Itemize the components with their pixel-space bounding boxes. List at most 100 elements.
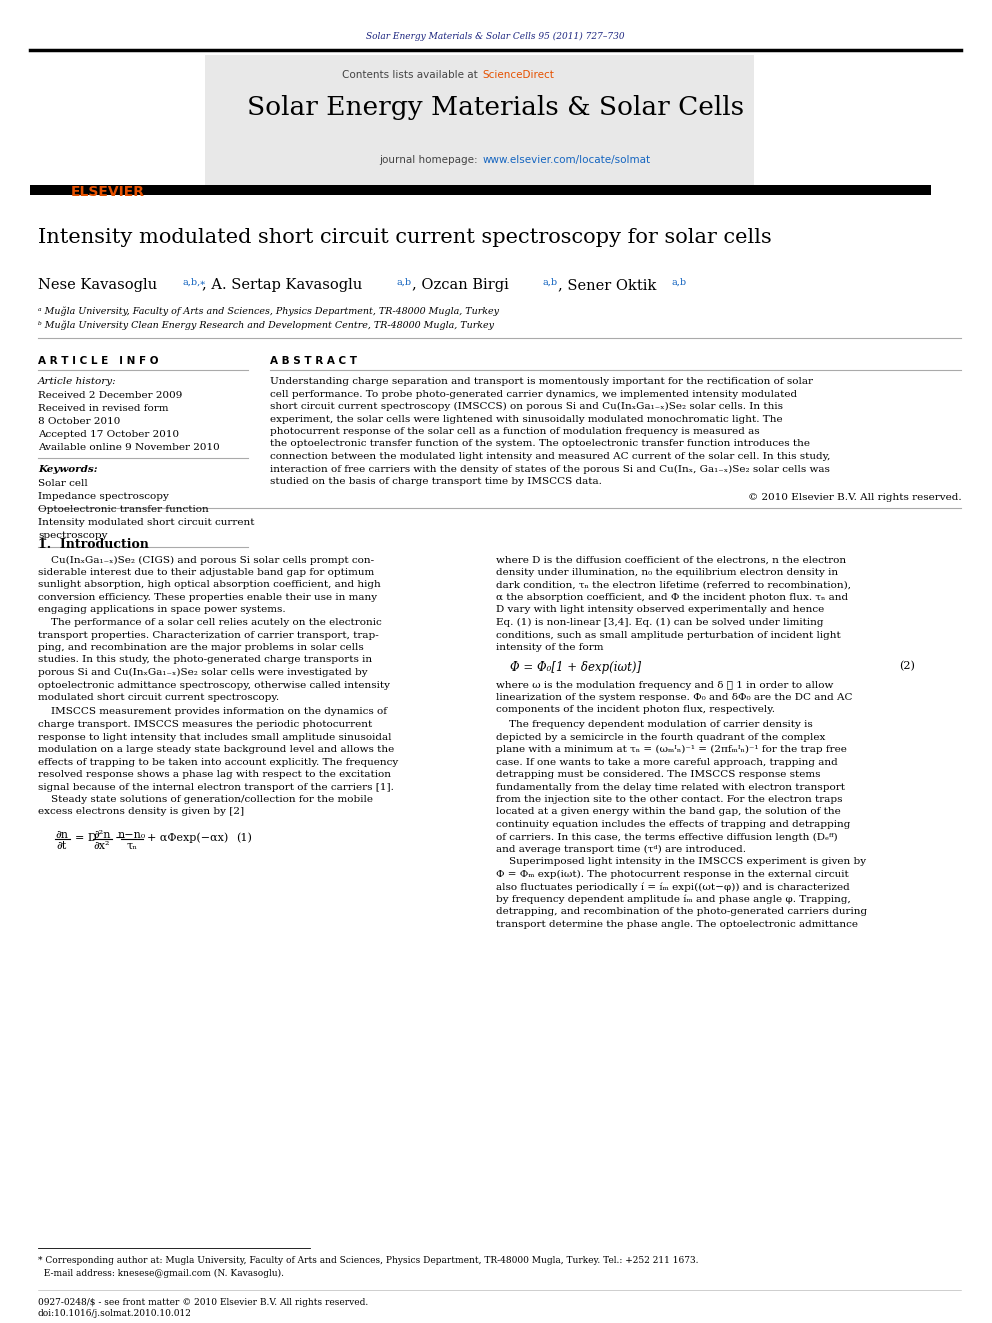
Text: plane with a minimum at τₙ = (ωₘᴵₙ)⁻¹ = (2πfₘᴵₙ)⁻¹ for the trap free: plane with a minimum at τₙ = (ωₘᴵₙ)⁻¹ = … xyxy=(496,745,846,754)
Text: , Ozcan Birgi: , Ozcan Birgi xyxy=(412,278,509,292)
Text: ∂t: ∂t xyxy=(57,841,67,851)
Text: * Corresponding author at: Mugla University, Faculty of Arts and Sciences, Physi: * Corresponding author at: Mugla Univers… xyxy=(38,1256,698,1265)
Text: , Sener Oktik: , Sener Oktik xyxy=(558,278,656,292)
Text: density under illumination, n₀ the equilibrium electron density in: density under illumination, n₀ the equil… xyxy=(496,568,837,577)
Text: fundamentally from the delay time related with electron transport: fundamentally from the delay time relate… xyxy=(496,782,844,791)
Text: located at a given energy within the band gap, the solution of the: located at a given energy within the ban… xyxy=(496,807,840,816)
Text: The frequency dependent modulation of carrier density is: The frequency dependent modulation of ca… xyxy=(496,720,812,729)
Text: Solar cell: Solar cell xyxy=(38,479,87,488)
Text: the optoelectronic transfer function of the system. The optoelectronic transfer : the optoelectronic transfer function of … xyxy=(270,439,809,448)
FancyBboxPatch shape xyxy=(30,185,931,194)
Text: −: − xyxy=(115,831,125,844)
Text: cell performance. To probe photo-generated carrier dynamics, we implemented inte: cell performance. To probe photo-generat… xyxy=(270,389,797,398)
Text: dark condition, τₙ the electron lifetime (referred to recombination),: dark condition, τₙ the electron lifetime… xyxy=(496,581,850,590)
Text: Intensity modulated short circuit current: Intensity modulated short circuit curren… xyxy=(38,519,255,527)
Text: a,b: a,b xyxy=(543,278,558,287)
Text: porous Si and Cu(InₓGa₁₋ₓ)Se₂ solar cells were investigated by: porous Si and Cu(InₓGa₁₋ₓ)Se₂ solar cell… xyxy=(38,668,368,677)
Text: of carriers. In this case, the terms effective diffusion length (Dₑᶠᶠ): of carriers. In this case, the terms eff… xyxy=(496,832,837,841)
Text: Impedance spectroscopy: Impedance spectroscopy xyxy=(38,492,169,501)
Text: response to light intensity that includes small amplitude sinusoidal: response to light intensity that include… xyxy=(38,733,392,741)
Text: ᵃ Muğla University, Faculty of Arts and Sciences, Physics Department, TR-48000 M: ᵃ Muğla University, Faculty of Arts and … xyxy=(38,307,499,316)
Text: ᵇ Muğla University Clean Energy Research and Development Centre, TR-48000 Mugla,: ᵇ Muğla University Clean Energy Research… xyxy=(38,320,494,329)
Text: experiment, the solar cells were lightened with sinusoidally modulated monochrom: experiment, the solar cells were lighten… xyxy=(270,414,783,423)
Text: modulation on a large steady state background level and allows the: modulation on a large steady state backg… xyxy=(38,745,394,754)
Text: ∂²n: ∂²n xyxy=(93,830,111,840)
Text: charge transport. IMSCCS measures the periodic photocurrent: charge transport. IMSCCS measures the pe… xyxy=(38,720,372,729)
Text: where D is the diffusion coefficient of the electrons, n the electron: where D is the diffusion coefficient of … xyxy=(496,556,846,565)
Text: α the absorption coefficient, and Φ the incident photon flux. τₙ and: α the absorption coefficient, and Φ the … xyxy=(496,593,848,602)
Text: signal because of the internal electron transport of the carriers [1].: signal because of the internal electron … xyxy=(38,782,394,791)
Text: Contents lists available at: Contents lists available at xyxy=(341,70,481,79)
Text: and average transport time (τᵈ) are introduced.: and average transport time (τᵈ) are intr… xyxy=(496,845,746,855)
Text: a,b: a,b xyxy=(397,278,412,287)
Text: E-mail address: knesese@gmail.com (N. Kavasoglu).: E-mail address: knesese@gmail.com (N. Ka… xyxy=(38,1269,284,1278)
Text: 8 October 2010: 8 October 2010 xyxy=(38,417,120,426)
Text: continuity equation includes the effects of trapping and detrapping: continuity equation includes the effects… xyxy=(496,820,850,830)
Text: (1): (1) xyxy=(236,833,252,843)
Text: D vary with light intensity observed experimentally and hence: D vary with light intensity observed exp… xyxy=(496,606,823,614)
Text: short circuit current spectroscopy (IMSCCS) on porous Si and Cu(InₓGa₁₋ₓ)Se₂ sol: short circuit current spectroscopy (IMSC… xyxy=(270,402,783,411)
Text: intensity of the form: intensity of the form xyxy=(496,643,603,652)
Text: τₙ: τₙ xyxy=(126,841,138,851)
Text: also fluctuates periodically í = íₘ expi((ωt−φ)) and is characterized: also fluctuates periodically í = íₘ expi… xyxy=(496,882,849,892)
Text: © 2010 Elsevier B.V. All rights reserved.: © 2010 Elsevier B.V. All rights reserved… xyxy=(748,493,961,503)
Text: case. If one wants to take a more careful approach, trapping and: case. If one wants to take a more carefu… xyxy=(496,758,837,766)
Text: , A. Sertap Kavasoglu: , A. Sertap Kavasoglu xyxy=(201,278,362,292)
Text: Φ = Φₘ exp(iωt). The photocurrent response in the external circuit: Φ = Φₘ exp(iωt). The photocurrent respon… xyxy=(496,871,848,878)
Text: engaging applications in space power systems.: engaging applications in space power sys… xyxy=(38,606,286,614)
Text: The performance of a solar cell relies acutely on the electronic: The performance of a solar cell relies a… xyxy=(38,618,382,627)
Text: conditions, such as small amplitude perturbation of incident light: conditions, such as small amplitude pert… xyxy=(496,631,840,639)
FancyBboxPatch shape xyxy=(204,56,754,185)
Text: detrapping, and recombination of the photo-generated carriers during: detrapping, and recombination of the pho… xyxy=(496,908,867,917)
Text: Nese Kavasoglu: Nese Kavasoglu xyxy=(38,278,157,292)
Text: linearization of the system response. Φ₀ and δΦ₀ are the DC and AC: linearization of the system response. Φ₀… xyxy=(496,693,852,703)
Text: excess electrons density is given by [2]: excess electrons density is given by [2] xyxy=(38,807,244,816)
Text: Keywords:: Keywords: xyxy=(38,464,97,474)
Text: where ω is the modulation frequency and δ ≪ 1 in order to allow: where ω is the modulation frequency and … xyxy=(496,680,833,689)
Text: a,b,⁎: a,b,⁎ xyxy=(183,278,206,287)
Text: Solar Energy Materials & Solar Cells: Solar Energy Materials & Solar Cells xyxy=(247,95,744,120)
Text: ∂n: ∂n xyxy=(56,830,68,840)
Text: n−n₀: n−n₀ xyxy=(118,830,146,840)
Text: studies. In this study, the photo-generated charge transports in: studies. In this study, the photo-genera… xyxy=(38,655,372,664)
Text: ∂x²: ∂x² xyxy=(93,841,110,851)
Text: Solar Energy Materials & Solar Cells 95 (2011) 727–730: Solar Energy Materials & Solar Cells 95 … xyxy=(366,32,625,41)
Text: Understanding charge separation and transport is momentously important for the r: Understanding charge separation and tran… xyxy=(270,377,812,386)
Text: Φ = Φ₀[1 + δexp(iωt)]: Φ = Φ₀[1 + δexp(iωt)] xyxy=(510,660,641,673)
Text: a,b: a,b xyxy=(672,278,686,287)
Text: Intensity modulated short circuit current spectroscopy for solar cells: Intensity modulated short circuit curren… xyxy=(38,228,772,247)
Text: Article history:: Article history: xyxy=(38,377,117,386)
Text: sunlight absorption, high optical absorption coefficient, and high: sunlight absorption, high optical absorp… xyxy=(38,581,381,590)
Text: Received in revised form: Received in revised form xyxy=(38,404,169,413)
Text: A R T I C L E   I N F O: A R T I C L E I N F O xyxy=(38,356,159,366)
Text: + αΦexp(−αx): + αΦexp(−αx) xyxy=(147,832,228,843)
Text: interaction of free carriers with the density of states of the porous Si and Cu(: interaction of free carriers with the de… xyxy=(270,464,829,474)
Text: journal homepage:: journal homepage: xyxy=(379,155,481,165)
Text: IMSCCS measurement provides information on the dynamics of: IMSCCS measurement provides information … xyxy=(38,708,387,717)
Text: transport determine the phase angle. The optoelectronic admittance: transport determine the phase angle. The… xyxy=(496,919,858,929)
Text: doi:10.1016/j.solmat.2010.10.012: doi:10.1016/j.solmat.2010.10.012 xyxy=(38,1308,191,1318)
Text: www.elsevier.com/locate/solmat: www.elsevier.com/locate/solmat xyxy=(483,155,651,165)
Text: Cu(InₓGa₁₋ₓ)Se₂ (CIGS) and porous Si solar cells prompt con-: Cu(InₓGa₁₋ₓ)Se₂ (CIGS) and porous Si sol… xyxy=(38,556,374,565)
Text: Available online 9 November 2010: Available online 9 November 2010 xyxy=(38,443,219,452)
Text: Steady state solutions of generation/collection for the mobile: Steady state solutions of generation/col… xyxy=(38,795,373,804)
Text: ScienceDirect: ScienceDirect xyxy=(483,70,555,79)
Text: Accepted 17 October 2010: Accepted 17 October 2010 xyxy=(38,430,180,439)
Text: Received 2 December 2009: Received 2 December 2009 xyxy=(38,392,183,400)
Text: spectroscopy: spectroscopy xyxy=(38,531,107,540)
Text: A B S T R A C T: A B S T R A C T xyxy=(270,356,357,366)
Text: resolved response shows a phase lag with respect to the excitation: resolved response shows a phase lag with… xyxy=(38,770,391,779)
Text: optoelectronic admittance spectroscopy, otherwise called intensity: optoelectronic admittance spectroscopy, … xyxy=(38,680,390,689)
Text: (2): (2) xyxy=(900,660,916,671)
Text: from the injection site to the other contact. For the electron traps: from the injection site to the other con… xyxy=(496,795,842,804)
Text: photocurrent response of the solar cell as a function of modulation frequency is: photocurrent response of the solar cell … xyxy=(270,427,760,437)
Text: ELSEVIER: ELSEVIER xyxy=(70,185,145,198)
Text: siderable interest due to their adjustable band gap for optimum: siderable interest due to their adjustab… xyxy=(38,568,374,577)
Text: connection between the modulated light intensity and measured AC current of the : connection between the modulated light i… xyxy=(270,452,830,460)
Text: Optoelectronic transfer function: Optoelectronic transfer function xyxy=(38,505,208,515)
Text: by frequency dependent amplitude íₘ and phase angle φ. Trapping,: by frequency dependent amplitude íₘ and … xyxy=(496,894,850,905)
Text: detrapping must be considered. The IMSCCS response stems: detrapping must be considered. The IMSCC… xyxy=(496,770,820,779)
Text: Superimposed light intensity in the IMSCCS experiment is given by: Superimposed light intensity in the IMSC… xyxy=(496,857,866,867)
Text: 0927-0248/$ - see front matter © 2010 Elsevier B.V. All rights reserved.: 0927-0248/$ - see front matter © 2010 El… xyxy=(38,1298,368,1307)
Text: components of the incident photon flux, respectively.: components of the incident photon flux, … xyxy=(496,705,775,714)
